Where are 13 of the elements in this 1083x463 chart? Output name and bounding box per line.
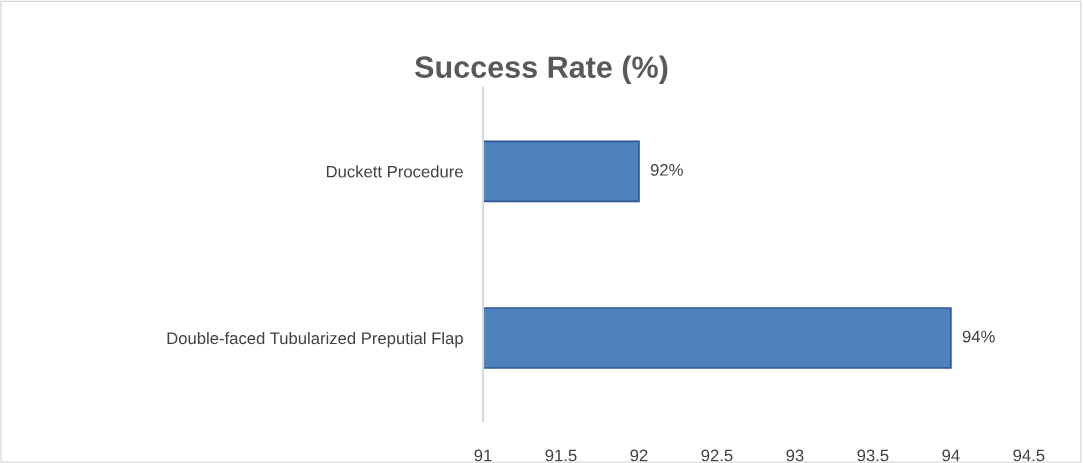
data-label: 92% bbox=[650, 163, 683, 176]
x-tick-label: 91.5 bbox=[545, 449, 577, 462]
x-tick-label: 94 bbox=[942, 449, 960, 462]
x-tick-label: 92 bbox=[630, 449, 648, 462]
data-label: 94% bbox=[962, 330, 995, 343]
x-tick-label: 93.5 bbox=[857, 449, 889, 462]
x-tick-label: 91 bbox=[474, 449, 492, 462]
x-tick-label: 92.5 bbox=[701, 449, 733, 462]
x-tick-label: 93 bbox=[786, 449, 804, 462]
chart-title: Success Rate (%) bbox=[415, 55, 668, 85]
y-tick-label: Double-faced Tubularized Preputial Flap bbox=[167, 331, 463, 348]
x-tick-label: 94.5 bbox=[1013, 449, 1045, 462]
y-tick-label: Duckett Procedure bbox=[326, 165, 463, 178]
